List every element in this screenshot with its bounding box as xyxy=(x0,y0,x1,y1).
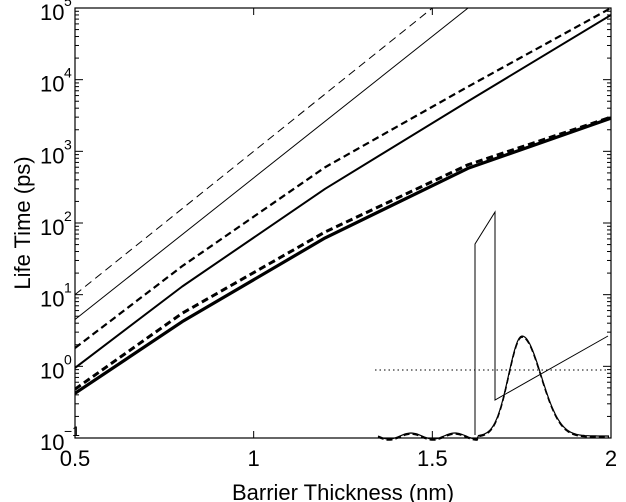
inset-wavefunction-dashed xyxy=(377,336,609,441)
series-line-1 xyxy=(75,8,433,296)
x-tick-labels: 0.5 1 1.5 2 xyxy=(60,446,617,471)
inset-barrier-outline xyxy=(474,210,609,435)
series-line-3 xyxy=(75,8,611,349)
x-tick-label: 1 xyxy=(248,446,260,471)
y-tick-exponent: 3 xyxy=(64,136,72,152)
y-axis-label: Life Time (ps) xyxy=(10,156,35,289)
y-tick-exponent: 5 xyxy=(64,0,72,9)
x-tick-label: 2 xyxy=(605,446,617,471)
y-tick-label: 10 xyxy=(40,430,64,455)
y-tick-label: 10 xyxy=(40,0,64,25)
y-tick-label: 10 xyxy=(40,72,64,97)
y-tick-exponent: 1 xyxy=(64,280,72,296)
series-line-6 xyxy=(75,116,611,395)
y-tick-exponent: 2 xyxy=(64,208,72,224)
y-tick-label: 10 xyxy=(40,287,64,312)
series-line-2 xyxy=(75,8,469,320)
x-tick-label: 1.5 xyxy=(417,446,448,471)
inset-diagram xyxy=(375,210,609,441)
plot-lines xyxy=(75,8,611,395)
y-tick-label: 10 xyxy=(40,215,64,240)
y-tick-label: 10 xyxy=(40,143,64,168)
axis-ticks xyxy=(74,7,612,439)
inset-wavefunction-solid xyxy=(377,335,609,440)
series-line-4 xyxy=(75,14,611,369)
x-axis-label: Barrier Thickness (nm) xyxy=(232,480,454,502)
y-tick-exponent: 0 xyxy=(64,351,72,367)
y-tick-exponent: −1 xyxy=(64,423,80,439)
plot-frame xyxy=(74,7,612,439)
y-tick-exponent: 4 xyxy=(64,65,72,81)
y-tick-label: 10 xyxy=(40,358,64,383)
x-tick-label: 0.5 xyxy=(60,446,91,471)
